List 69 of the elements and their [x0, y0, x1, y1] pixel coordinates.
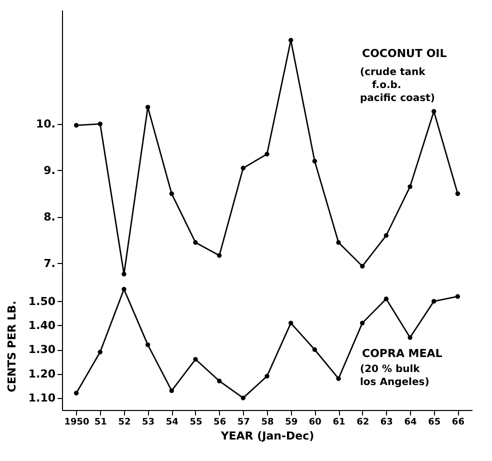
- point: [264, 152, 270, 156]
- series-label: COPRA MEAL: [362, 347, 442, 360]
- point: [216, 378, 222, 384]
- x-tick-label: 54: [166, 418, 178, 428]
- y-tick-label: 1.10: [28, 391, 56, 404]
- point: [384, 296, 389, 302]
- point: [432, 298, 436, 304]
- x-tick-label: 51: [94, 418, 107, 428]
- point: [408, 184, 412, 190]
- y-axis-title: CENTS PER LB.: [6, 300, 18, 392]
- point: [288, 38, 294, 43]
- x-tick-label: 65: [428, 418, 441, 428]
- annotation: (20 % bulk: [360, 364, 420, 375]
- annotation: f.o.b.: [372, 80, 402, 91]
- x-tick-label: 63: [380, 418, 393, 428]
- point: [216, 253, 222, 258]
- point: [98, 122, 102, 126]
- point: [193, 356, 198, 362]
- point: [360, 264, 365, 269]
- point: [145, 104, 150, 110]
- point: [312, 347, 318, 352]
- point: [408, 335, 412, 340]
- point: [312, 158, 318, 164]
- point: [98, 350, 102, 354]
- y-tick-label: 10.: [36, 117, 56, 130]
- point: [288, 320, 294, 326]
- x-tick-label: 62: [356, 418, 370, 428]
- point: [240, 166, 246, 170]
- x-tick-label: 53: [142, 418, 155, 428]
- x-tick-label: 66: [452, 418, 464, 428]
- annotation: los Angeles): [360, 377, 430, 388]
- point: [455, 191, 460, 196]
- x-tick-label: 56: [214, 418, 226, 428]
- point: [455, 294, 460, 299]
- y-tick-label: 1.30: [28, 343, 56, 356]
- annotation: (crude tank: [360, 67, 426, 78]
- point: [336, 376, 341, 381]
- x-tick-label: 52: [118, 418, 131, 428]
- point: [74, 122, 79, 128]
- y-tick-label: 1.50: [28, 294, 56, 308]
- point: [336, 240, 341, 245]
- y-tick-label: 7.: [44, 256, 56, 270]
- y-tick-label: 1.40: [28, 318, 56, 332]
- point: [169, 388, 174, 394]
- y-tick-label: 8.: [44, 210, 56, 224]
- point: [264, 374, 270, 379]
- y-tick-label: 1.20: [28, 367, 56, 380]
- x-tick-label: 55: [190, 418, 202, 428]
- point: [384, 233, 389, 238]
- point: [74, 390, 79, 396]
- x-tick-label: 59: [285, 418, 298, 428]
- x-tick-label: 61: [332, 418, 346, 428]
- x-tick-label: 57: [237, 418, 250, 428]
- point: [432, 109, 436, 114]
- x-tick-label: 1950: [64, 418, 90, 428]
- text: COCONUT OIL: [362, 47, 447, 60]
- point: [240, 396, 246, 400]
- x-tick-label: 58: [261, 418, 274, 428]
- point: [193, 240, 198, 245]
- point: [145, 342, 150, 348]
- point: [122, 286, 126, 292]
- point: [360, 320, 365, 326]
- x-tick-label: 64: [404, 418, 417, 428]
- x-axis-title: YEAR (Jan-Dec): [220, 430, 314, 442]
- x-tick-label: 60: [308, 418, 322, 428]
- point: [169, 191, 174, 196]
- y-tick-label: 9.: [44, 164, 56, 177]
- point: [122, 272, 126, 276]
- annotation: pacific coast): [360, 93, 435, 104]
